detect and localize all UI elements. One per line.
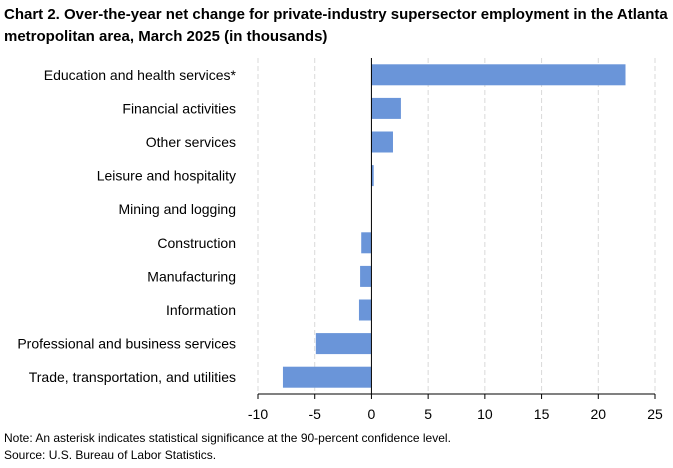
- x-tick-label: 25: [647, 406, 663, 422]
- chart-title: Chart 2. Over-the-year net change for pr…: [4, 6, 668, 45]
- x-tick-label: 10: [477, 406, 493, 422]
- bar: [282, 366, 372, 388]
- bar: [371, 165, 374, 187]
- bar: [358, 299, 372, 321]
- x-tick-label: 0: [368, 406, 376, 422]
- gridlines: [257, 58, 656, 394]
- category-labels: Education and health services* Financial …: [17, 67, 236, 385]
- x-tick-label: -5: [308, 406, 321, 422]
- category-label: Trade, transportation, and utilities: [29, 369, 236, 385]
- note-text: Note: An asterisk indicates statistical …: [4, 431, 451, 445]
- x-tick-label: -10: [248, 406, 268, 422]
- category-label: Other services: [146, 134, 236, 150]
- category-label: Manufacturing: [147, 268, 236, 284]
- bar: [315, 333, 372, 355]
- axes: [257, 58, 656, 399]
- tick-labels: -10 -5 0 5 10 15 20 25: [248, 406, 663, 422]
- bar: [360, 265, 372, 287]
- x-tick-label: 15: [534, 406, 550, 422]
- bar: [371, 97, 401, 119]
- x-tick-label: 20: [590, 406, 606, 422]
- source-text: Source: U.S. Bureau of Labor Statistics.: [4, 448, 217, 462]
- footnotes: Note: An asterisk indicates statistical …: [4, 430, 451, 464]
- category-label: Information: [166, 302, 236, 318]
- category-label: Education and health services*: [44, 67, 237, 83]
- category-label: Mining and logging: [118, 201, 236, 217]
- category-label: Construction: [157, 235, 236, 251]
- bar: [361, 232, 372, 254]
- category-label: Professional and business services: [17, 336, 236, 352]
- bar: [371, 131, 393, 153]
- x-tick-label: 5: [424, 406, 432, 422]
- bars: [282, 64, 626, 388]
- category-label: Leisure and hospitality: [97, 168, 236, 184]
- category-label: Financial activities: [122, 100, 236, 116]
- bar: [371, 64, 626, 86]
